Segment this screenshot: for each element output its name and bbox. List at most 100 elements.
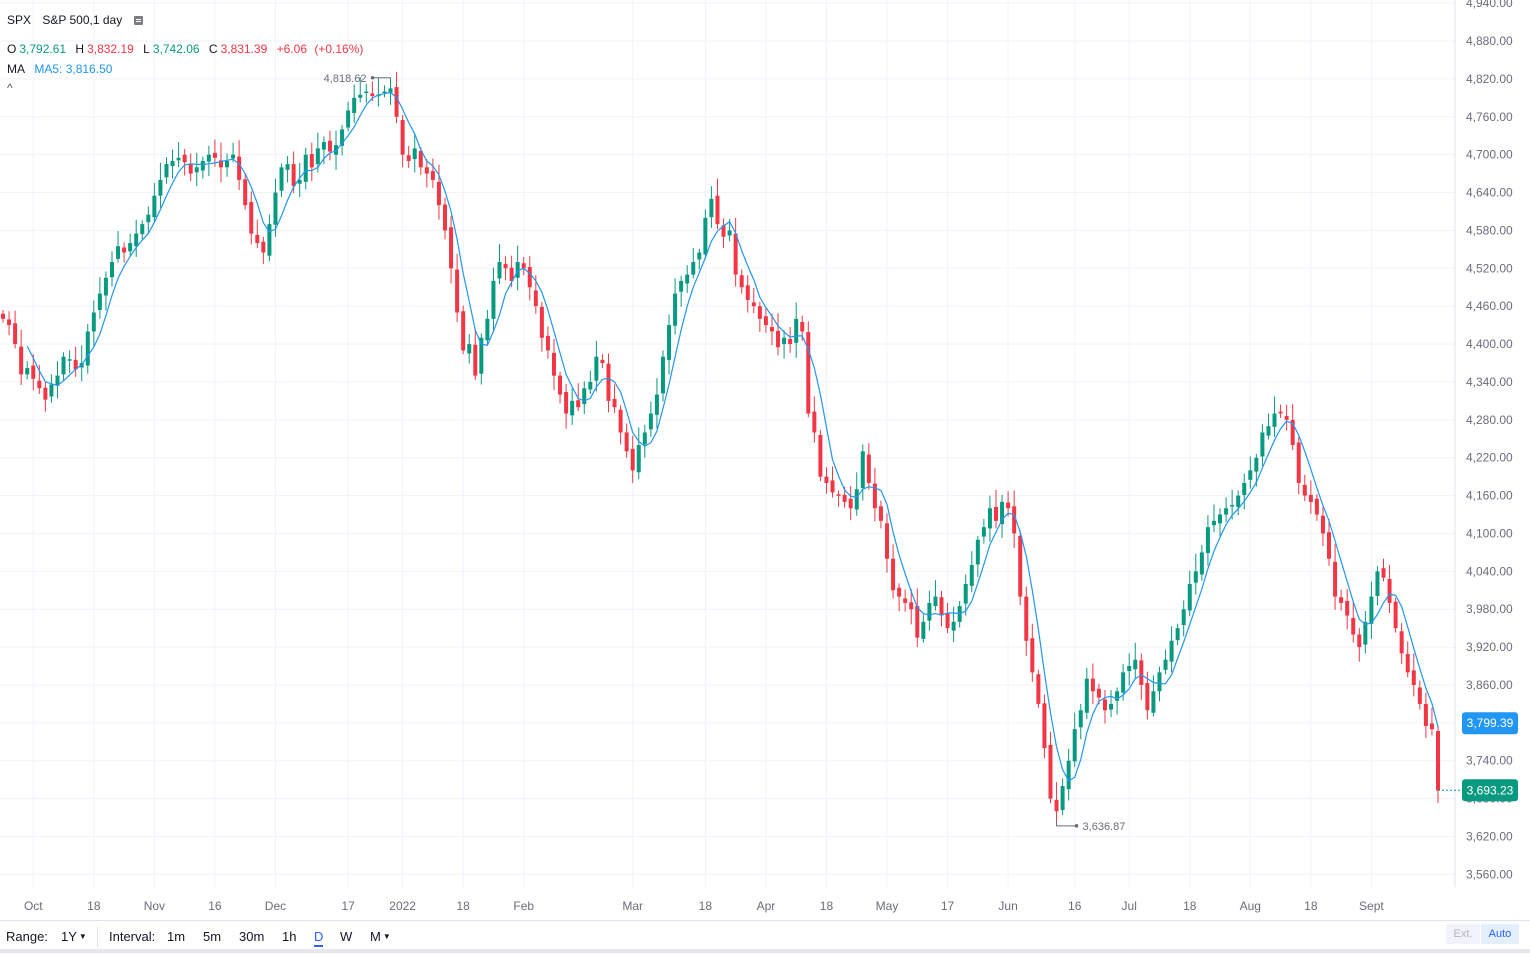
symbol-name[interactable]: SPX [7,13,32,27]
interval-30m[interactable]: 30m [239,929,265,944]
candle-body [551,352,556,376]
ma5-line [26,91,1439,782]
time-tick-label: 18 [456,899,470,913]
candle-body [73,359,78,370]
candle-body [945,613,950,629]
price-tags: 3,799.39 3,693.23 [1438,712,1518,802]
candle-body [388,88,393,93]
candle-body [1048,744,1053,799]
candle-body [648,413,653,430]
price-axis[interactable]: 3,560.003,620.003,680.003,740.003,800.00… [1466,0,1513,881]
candle-body [243,179,248,206]
chevron-down-icon: ▼ [382,932,391,941]
price-tick-label: 4,160.00 [1466,489,1513,503]
time-tick-label: 16 [1068,899,1082,913]
price-chart[interactable]: 3,560.003,620.003,680.003,740.003,800.00… [0,0,1530,920]
candle-body [1260,432,1265,457]
price-tick-label: 4,640.00 [1466,186,1513,200]
candle-body [1121,672,1126,693]
candle-body [824,476,829,483]
collapse-legend-icon[interactable]: ^ [7,81,13,95]
interval-d[interactable]: D [314,929,324,947]
candle-body [1181,609,1186,626]
candle-body [1308,494,1313,502]
bottom-border [0,949,1530,953]
candle-body [1363,621,1368,645]
candle-body [921,621,926,639]
candle-body [97,293,102,310]
time-tick-label: May [876,899,899,913]
candle-body [1333,561,1338,597]
candle-body [1175,628,1180,641]
candle-body [582,388,587,405]
candlestick-series [1,71,1440,822]
symbol-legend[interactable]: SPX S&P 500,1 day [7,13,143,27]
candle-body [237,156,242,180]
candle-body [1417,687,1422,704]
time-axis[interactable]: Oct 18 Nov 16 Dec 17 2022 18 Feb Mar 18 Apr 18 May 17 J… [24,899,1384,913]
candle-body [1090,678,1095,692]
candle-body [782,337,787,345]
time-tick-label: 18 [1304,899,1318,913]
price-tick-label: 4,220.00 [1466,451,1513,465]
interval-m[interactable]: M ▼ [370,929,391,944]
candle-body [231,154,236,159]
candle-body [606,363,611,401]
candle-body [109,261,114,278]
candle-body [794,318,799,343]
candle-body [128,243,133,252]
interval-w[interactable]: W [340,929,353,944]
candle-body [1302,484,1307,496]
high-marker-dot [370,75,375,80]
high-low-markers: 4,818.62 3,636.87 [324,73,1126,833]
candle-body [7,319,12,326]
candle-body [1242,482,1247,495]
price-tick-label: 3,560.00 [1466,867,1513,881]
candle-body [733,233,738,275]
candle-body [467,344,472,354]
candle-body [1163,659,1168,670]
candle-body [91,312,96,332]
interval-1h[interactable]: 1h [282,929,297,944]
interval-5m[interactable]: 5m [203,929,222,944]
time-tick-label: 18 [1183,899,1197,913]
price-tick-label: 4,400.00 [1466,337,1513,351]
candle-body [1042,703,1047,749]
candle-body [49,384,54,397]
candle-body [588,381,593,390]
candle-body [1084,678,1089,713]
candle-body [67,359,72,361]
candle-body [612,398,617,408]
price-tick-label: 4,340.00 [1466,375,1513,389]
interval-label: Interval: [109,929,156,944]
candle-body [975,539,980,565]
ma-value: 3,816.50 [65,62,113,76]
candle-body [539,306,544,338]
candle-body [37,380,42,389]
candle-body [691,261,696,275]
interval-1m[interactable]: 1m [167,929,186,944]
candle-body [279,167,284,191]
candle-body [721,225,726,237]
candle-body [485,318,490,341]
candle-body [866,454,871,483]
candle-body [1393,601,1398,629]
auto-scale-toggle[interactable]: Auto [1481,924,1519,944]
ma-price-tag: 3,799.39 [1467,716,1514,730]
candle-body [987,508,992,529]
candle-body [1218,514,1223,524]
close-value: 3,831.39 [220,42,268,56]
candle-body [1224,508,1229,515]
ext-toggle[interactable]: Ext. [1446,924,1480,944]
price-tick-label: 3,620.00 [1466,829,1513,843]
candle-body [800,321,805,332]
candle-body [146,214,151,223]
candle-body [394,87,399,117]
candle-body [1036,674,1041,704]
range-select[interactable]: 1Y ▼ [61,929,87,944]
last-price-tag: 3,693.23 [1467,783,1514,797]
menu-icon[interactable] [133,16,143,25]
candle-body [769,327,774,332]
candle-body [188,163,193,174]
ma-legend[interactable]: MA MA5: 3,816.50 [7,62,112,76]
